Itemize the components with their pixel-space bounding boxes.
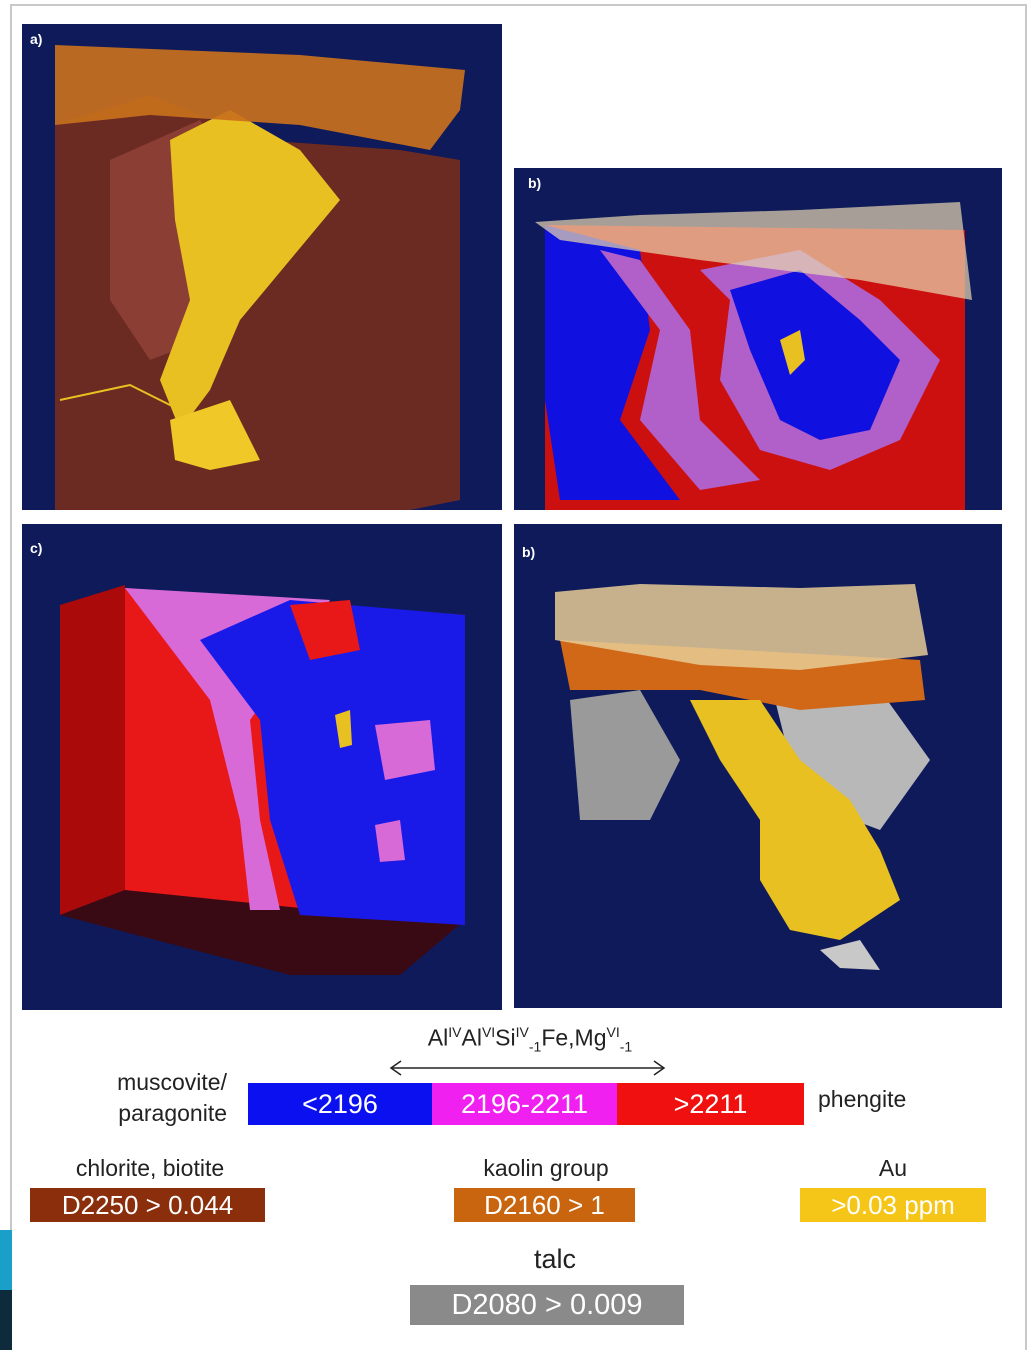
left-label: paragonite — [60, 1100, 227, 1127]
formula: AlIVAlVISiIV-1Fe,MgVI-1 — [330, 1024, 730, 1054]
scale-segment: >2211 — [617, 1083, 804, 1125]
formula-part: VI — [607, 1024, 620, 1040]
legend-name: Au — [800, 1155, 986, 1182]
scale-segment: 2196-2211 — [432, 1083, 617, 1125]
formula-part: IV — [516, 1024, 529, 1040]
panel-label: b) — [528, 175, 541, 191]
legend-name: talc — [410, 1244, 700, 1275]
legend-name: kaolin group — [446, 1155, 646, 1182]
formula-part: Fe,Mg — [541, 1025, 606, 1051]
right-label: phengite — [818, 1086, 906, 1113]
panel-label: c) — [30, 540, 42, 556]
page: a) b) c) b) AlIVAlVISiIV-1Fe,MgVI-1 musc… — [0, 0, 1030, 1350]
panel-c: c) — [22, 524, 502, 1010]
legend-box: D2160 > 1 — [454, 1188, 635, 1222]
color-scale: <2196 2196-2211 >2211 — [248, 1083, 804, 1125]
formula-part: IV — [448, 1024, 461, 1040]
figure-panels: a) b) c) b) — [0, 0, 1030, 1015]
panel-d: b) — [514, 524, 1002, 1008]
formula-part: VI — [482, 1024, 495, 1040]
panel-a: a) — [22, 24, 502, 510]
side-strip — [0, 1290, 12, 1350]
side-strip — [0, 1230, 12, 1290]
panel-label: b) — [522, 544, 535, 560]
legend-box: D2080 > 0.009 — [410, 1285, 684, 1325]
formula-part: -1 — [529, 1038, 541, 1054]
legend-box: >0.03 ppm — [800, 1188, 986, 1222]
scale-segment: <2196 — [248, 1083, 432, 1125]
panel-label: a) — [30, 31, 42, 47]
panel-b: b) — [514, 168, 1002, 510]
legend-name: chlorite, biotite — [30, 1155, 270, 1182]
formula-part: Si — [495, 1025, 515, 1051]
legend-box: D2250 > 0.044 — [30, 1188, 265, 1222]
left-label: muscovite/ — [60, 1069, 227, 1096]
formula-part: Al — [428, 1025, 448, 1051]
formula-part: -1 — [620, 1038, 632, 1054]
formula-part: Al — [461, 1025, 481, 1051]
arrow — [385, 1058, 670, 1078]
